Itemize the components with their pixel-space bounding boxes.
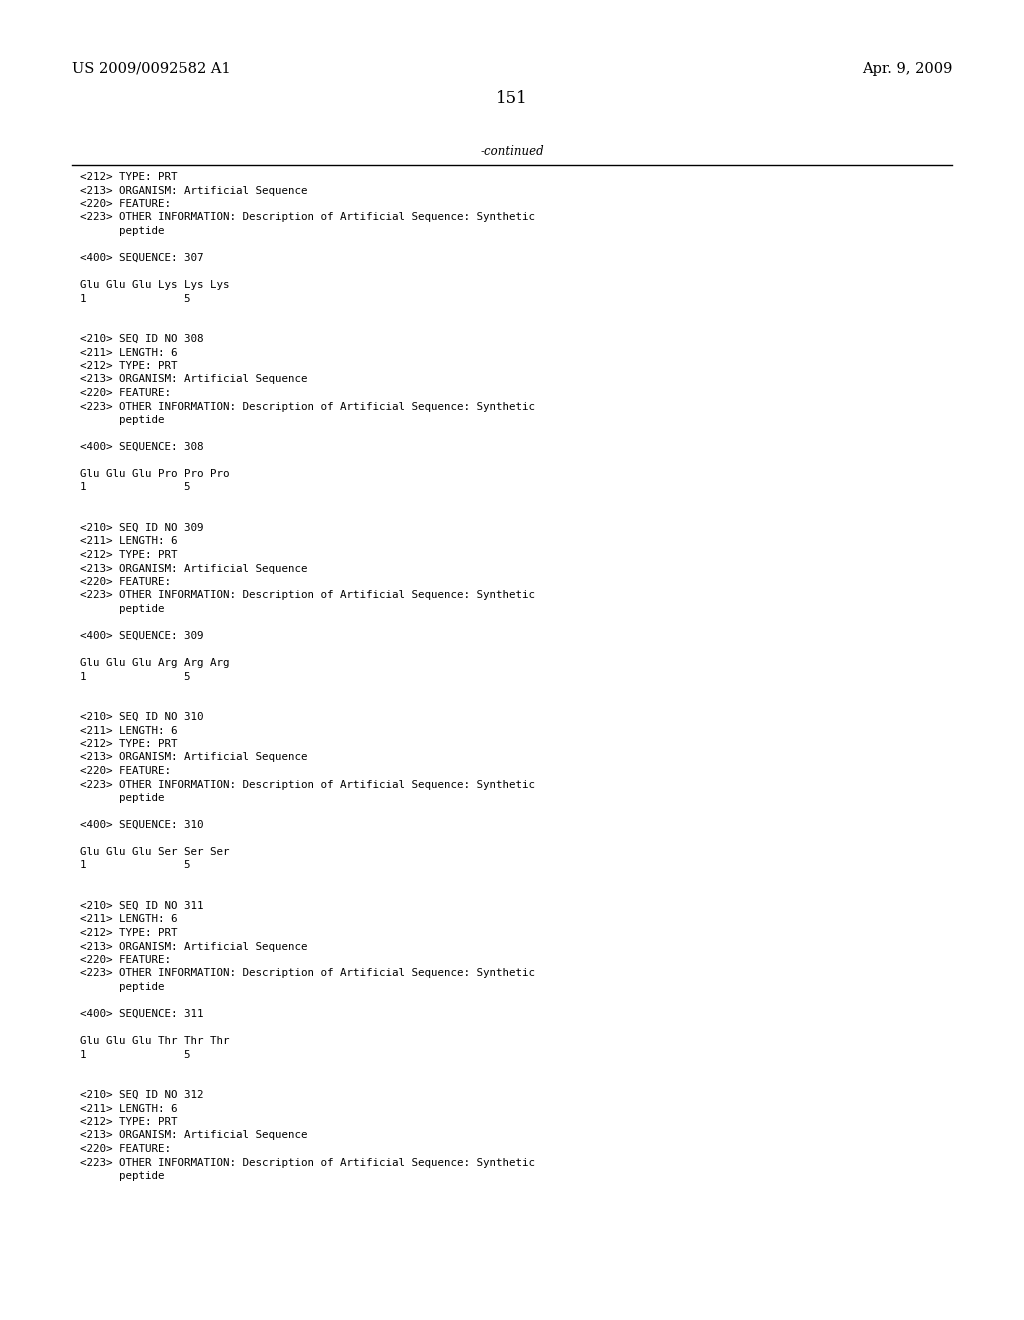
Text: <212> TYPE: PRT: <212> TYPE: PRT: [80, 928, 177, 939]
Text: <210> SEQ ID NO 309: <210> SEQ ID NO 309: [80, 523, 204, 533]
Text: <211> LENGTH: 6: <211> LENGTH: 6: [80, 1104, 177, 1114]
Text: <223> OTHER INFORMATION: Description of Artificial Sequence: Synthetic: <223> OTHER INFORMATION: Description of …: [80, 780, 535, 789]
Text: <400> SEQUENCE: 311: <400> SEQUENCE: 311: [80, 1008, 204, 1019]
Text: <220> FEATURE:: <220> FEATURE:: [80, 766, 171, 776]
Text: 1               5: 1 5: [80, 483, 190, 492]
Text: <210> SEQ ID NO 312: <210> SEQ ID NO 312: [80, 1090, 204, 1100]
Text: <212> TYPE: PRT: <212> TYPE: PRT: [80, 1117, 177, 1127]
Text: peptide: peptide: [80, 605, 165, 614]
Text: Glu Glu Glu Arg Arg Arg: Glu Glu Glu Arg Arg Arg: [80, 657, 229, 668]
Text: <400> SEQUENCE: 308: <400> SEQUENCE: 308: [80, 442, 204, 451]
Text: <212> TYPE: PRT: <212> TYPE: PRT: [80, 172, 177, 182]
Text: peptide: peptide: [80, 1171, 165, 1181]
Text: <210> SEQ ID NO 310: <210> SEQ ID NO 310: [80, 711, 204, 722]
Text: <223> OTHER INFORMATION: Description of Artificial Sequence: Synthetic: <223> OTHER INFORMATION: Description of …: [80, 969, 535, 978]
Text: peptide: peptide: [80, 226, 165, 236]
Text: <211> LENGTH: 6: <211> LENGTH: 6: [80, 915, 177, 924]
Text: <212> TYPE: PRT: <212> TYPE: PRT: [80, 550, 177, 560]
Text: peptide: peptide: [80, 982, 165, 993]
Text: <212> TYPE: PRT: <212> TYPE: PRT: [80, 360, 177, 371]
Text: <223> OTHER INFORMATION: Description of Artificial Sequence: Synthetic: <223> OTHER INFORMATION: Description of …: [80, 401, 535, 412]
Text: <213> ORGANISM: Artificial Sequence: <213> ORGANISM: Artificial Sequence: [80, 941, 307, 952]
Text: <220> FEATURE:: <220> FEATURE:: [80, 577, 171, 587]
Text: peptide: peptide: [80, 414, 165, 425]
Text: <400> SEQUENCE: 309: <400> SEQUENCE: 309: [80, 631, 204, 642]
Text: 151: 151: [496, 90, 528, 107]
Text: <210> SEQ ID NO 311: <210> SEQ ID NO 311: [80, 902, 204, 911]
Text: <220> FEATURE:: <220> FEATURE:: [80, 954, 171, 965]
Text: <220> FEATURE:: <220> FEATURE:: [80, 1144, 171, 1154]
Text: Glu Glu Glu Thr Thr Thr: Glu Glu Glu Thr Thr Thr: [80, 1036, 229, 1045]
Text: 1               5: 1 5: [80, 861, 190, 870]
Text: <213> ORGANISM: Artificial Sequence: <213> ORGANISM: Artificial Sequence: [80, 1130, 307, 1140]
Text: <212> TYPE: PRT: <212> TYPE: PRT: [80, 739, 177, 748]
Text: -continued: -continued: [480, 145, 544, 158]
Text: <400> SEQUENCE: 310: <400> SEQUENCE: 310: [80, 820, 204, 830]
Text: Glu Glu Glu Pro Pro Pro: Glu Glu Glu Pro Pro Pro: [80, 469, 229, 479]
Text: <213> ORGANISM: Artificial Sequence: <213> ORGANISM: Artificial Sequence: [80, 564, 307, 573]
Text: <210> SEQ ID NO 308: <210> SEQ ID NO 308: [80, 334, 204, 345]
Text: <213> ORGANISM: Artificial Sequence: <213> ORGANISM: Artificial Sequence: [80, 186, 307, 195]
Text: <400> SEQUENCE: 307: <400> SEQUENCE: 307: [80, 253, 204, 263]
Text: US 2009/0092582 A1: US 2009/0092582 A1: [72, 62, 230, 77]
Text: peptide: peptide: [80, 793, 165, 803]
Text: Glu Glu Glu Ser Ser Ser: Glu Glu Glu Ser Ser Ser: [80, 847, 229, 857]
Text: <223> OTHER INFORMATION: Description of Artificial Sequence: Synthetic: <223> OTHER INFORMATION: Description of …: [80, 213, 535, 223]
Text: <223> OTHER INFORMATION: Description of Artificial Sequence: Synthetic: <223> OTHER INFORMATION: Description of …: [80, 1158, 535, 1167]
Text: Apr. 9, 2009: Apr. 9, 2009: [861, 62, 952, 77]
Text: <211> LENGTH: 6: <211> LENGTH: 6: [80, 347, 177, 358]
Text: <211> LENGTH: 6: <211> LENGTH: 6: [80, 536, 177, 546]
Text: Glu Glu Glu Lys Lys Lys: Glu Glu Glu Lys Lys Lys: [80, 280, 229, 290]
Text: <220> FEATURE:: <220> FEATURE:: [80, 199, 171, 209]
Text: <220> FEATURE:: <220> FEATURE:: [80, 388, 171, 399]
Text: 1               5: 1 5: [80, 293, 190, 304]
Text: <213> ORGANISM: Artificial Sequence: <213> ORGANISM: Artificial Sequence: [80, 375, 307, 384]
Text: <223> OTHER INFORMATION: Description of Artificial Sequence: Synthetic: <223> OTHER INFORMATION: Description of …: [80, 590, 535, 601]
Text: 1               5: 1 5: [80, 1049, 190, 1060]
Text: <213> ORGANISM: Artificial Sequence: <213> ORGANISM: Artificial Sequence: [80, 752, 307, 763]
Text: 1               5: 1 5: [80, 672, 190, 681]
Text: <211> LENGTH: 6: <211> LENGTH: 6: [80, 726, 177, 735]
